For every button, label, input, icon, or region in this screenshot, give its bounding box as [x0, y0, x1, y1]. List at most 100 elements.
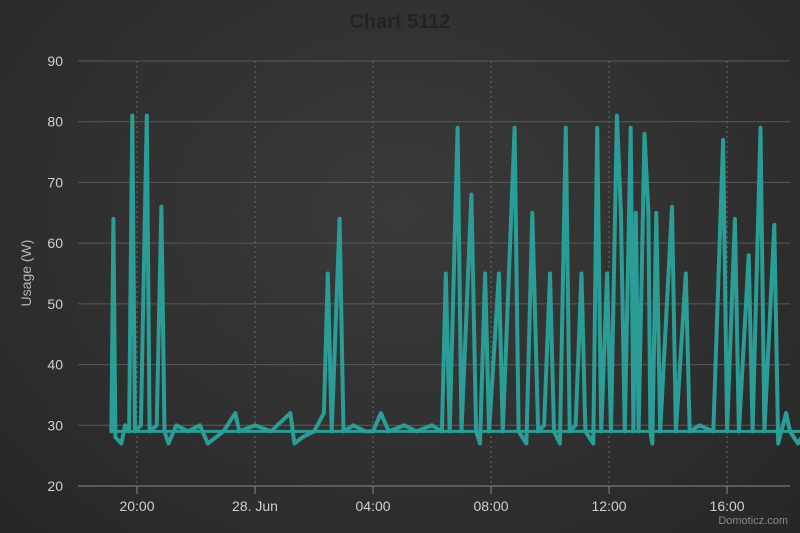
data-point[interactable] [609, 429, 613, 433]
data-point[interactable] [300, 435, 304, 439]
data-point[interactable] [646, 211, 650, 215]
data-point[interactable] [564, 126, 568, 130]
data-point[interactable] [387, 429, 391, 433]
data-point[interactable] [148, 429, 152, 433]
data-point[interactable] [517, 429, 521, 433]
data-point[interactable] [371, 429, 375, 433]
data-point[interactable] [751, 429, 755, 433]
data-point[interactable] [379, 411, 383, 415]
data-point[interactable] [574, 423, 578, 427]
data-point[interactable] [654, 211, 658, 215]
data-point[interactable] [326, 272, 330, 275]
data-point[interactable] [634, 211, 638, 215]
data-point[interactable] [330, 429, 334, 433]
data-point[interactable] [174, 423, 178, 427]
data-point[interactable] [591, 442, 595, 445]
data-point[interactable] [737, 429, 741, 433]
data-point[interactable] [772, 223, 776, 227]
data-point[interactable] [322, 411, 326, 415]
data-point[interactable] [113, 435, 117, 439]
data-point[interactable] [513, 126, 517, 130]
data-point[interactable] [430, 423, 434, 427]
data-point[interactable] [733, 217, 737, 221]
data-point[interactable] [670, 205, 674, 209]
data-point[interactable] [605, 272, 609, 275]
data-point[interactable] [615, 114, 619, 118]
data-point[interactable] [478, 442, 482, 445]
data-point[interactable] [548, 272, 552, 275]
data-point[interactable] [119, 442, 123, 445]
data-point[interactable] [788, 429, 792, 433]
data-point[interactable] [440, 429, 444, 433]
data-point[interactable] [530, 211, 534, 215]
data-point[interactable] [637, 429, 641, 433]
data-point[interactable] [487, 429, 491, 433]
data-point[interactable] [483, 272, 487, 275]
data-point[interactable] [580, 272, 583, 275]
data-point[interactable] [501, 429, 505, 433]
data-point[interactable] [414, 429, 418, 433]
data-point[interactable] [469, 193, 473, 197]
data-point[interactable] [109, 429, 113, 433]
data-point[interactable] [643, 132, 646, 136]
data-point[interactable] [139, 423, 143, 427]
data-point[interactable] [292, 442, 296, 445]
data-point[interactable] [674, 429, 678, 433]
data-point[interactable] [167, 442, 170, 445]
series-line[interactable] [109, 113, 800, 446]
data-point[interactable] [127, 429, 131, 433]
data-point[interactable] [650, 442, 654, 445]
data-point[interactable] [222, 429, 225, 433]
data-point[interactable] [448, 429, 452, 433]
data-point[interactable] [796, 442, 800, 445]
data-point[interactable] [725, 429, 729, 433]
data-point[interactable] [444, 272, 448, 275]
data-point[interactable] [631, 429, 635, 433]
data-point[interactable] [698, 423, 701, 427]
data-point[interactable] [130, 114, 134, 118]
data-point[interactable] [363, 429, 367, 433]
data-point[interactable] [688, 429, 692, 433]
data-point[interactable] [233, 411, 237, 415]
data-point[interactable] [497, 272, 501, 275]
data-point[interactable] [762, 429, 766, 433]
data-point[interactable] [542, 423, 546, 427]
data-point[interactable] [123, 423, 127, 427]
data-point[interactable] [759, 126, 762, 130]
data-point[interactable] [747, 253, 751, 257]
data-point[interactable] [711, 429, 715, 433]
data-point[interactable] [159, 205, 163, 209]
data-point[interactable] [558, 442, 562, 445]
data-point[interactable] [776, 442, 780, 445]
data-point[interactable] [288, 411, 292, 415]
data-point[interactable] [684, 272, 688, 275]
data-point[interactable] [133, 429, 137, 433]
credit-link[interactable]: Domoticz.com [718, 515, 788, 527]
data-point[interactable] [269, 429, 273, 433]
data-point[interactable] [595, 126, 599, 130]
data-point[interactable] [155, 423, 159, 427]
data-point[interactable] [456, 126, 460, 130]
data-point[interactable] [342, 429, 345, 433]
data-point[interactable] [536, 429, 540, 433]
data-point[interactable] [403, 423, 406, 427]
data-point[interactable] [111, 217, 115, 221]
data-point[interactable] [237, 429, 241, 433]
data-point[interactable] [338, 217, 342, 221]
data-point[interactable] [206, 442, 210, 445]
data-point[interactable] [145, 114, 149, 118]
data-point[interactable] [619, 211, 623, 215]
data-point[interactable] [629, 126, 633, 130]
data-point[interactable] [623, 429, 627, 433]
data-point[interactable] [524, 442, 528, 445]
data-point[interactable] [163, 429, 166, 433]
data-point[interactable] [351, 423, 355, 427]
data-point[interactable] [568, 429, 572, 433]
data-point[interactable] [312, 429, 316, 433]
data-point[interactable] [460, 429, 463, 433]
data-point[interactable] [198, 423, 202, 427]
data-point[interactable] [552, 429, 556, 433]
data-point[interactable] [253, 423, 257, 427]
data-point[interactable] [721, 138, 725, 142]
data-point[interactable] [599, 429, 603, 433]
